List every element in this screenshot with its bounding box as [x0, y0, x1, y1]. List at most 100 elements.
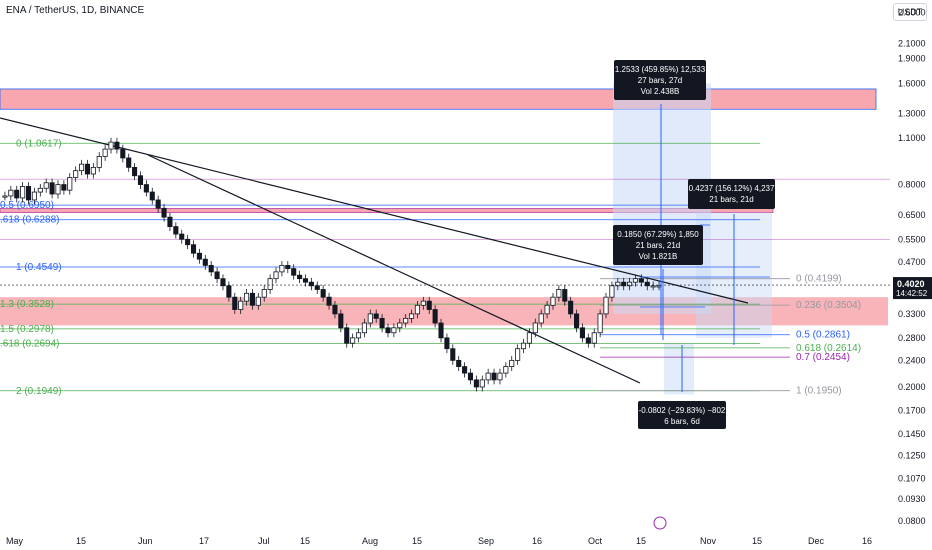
candle — [37, 187, 43, 193]
candle — [314, 285, 320, 290]
candle — [326, 296, 332, 306]
price-axis-tick: 0.8000 — [898, 180, 926, 190]
candle — [568, 300, 574, 315]
candle — [385, 327, 391, 334]
currency-button[interactable]: USDT — [893, 3, 927, 21]
chart-title: ENA / TetherUS, 1D, BINANCE — [6, 5, 145, 16]
measure-box — [638, 401, 726, 429]
price-axis-tick: 0.2000 — [898, 382, 926, 392]
time-axis-tick: 15 — [752, 536, 762, 546]
measure-box-text: 1.2533 (459.85%) 12,533 — [615, 65, 706, 74]
candle — [285, 264, 291, 269]
candle — [238, 300, 244, 310]
price-axis-tick: 1.3000 — [898, 109, 926, 119]
fib-right-label: 0 (0.4199) — [796, 274, 842, 285]
candle — [644, 281, 650, 287]
price-axis-tick: 1.1000 — [898, 133, 926, 143]
candle — [532, 322, 538, 334]
price-axis-tick: 0.1700 — [898, 406, 926, 416]
candle — [450, 348, 456, 361]
candle — [132, 166, 138, 177]
trendline-steep — [147, 154, 641, 384]
candle — [355, 332, 362, 339]
candle — [149, 191, 155, 201]
measure-box-text: Vol 2.438B — [641, 87, 680, 96]
candle — [232, 296, 238, 310]
candle — [638, 278, 644, 283]
candle — [155, 199, 161, 209]
candle — [96, 156, 102, 168]
fib-right-label: 0.618 (0.2614) — [796, 343, 861, 354]
resistance-zone-mid — [0, 208, 774, 213]
candle — [67, 177, 73, 191]
candle — [627, 281, 633, 287]
measure-box — [614, 60, 706, 100]
candle — [397, 322, 403, 329]
support-zone — [0, 297, 888, 326]
price-axis-tick: 0.1450 — [898, 429, 926, 439]
candle — [426, 300, 432, 310]
candle — [208, 264, 214, 273]
candle — [520, 342, 527, 350]
candle — [456, 359, 462, 367]
measure-box — [613, 225, 703, 265]
candle — [25, 186, 32, 201]
candle — [574, 313, 580, 329]
measure-box-text: 6 bars, 6d — [664, 417, 700, 426]
candle — [43, 182, 49, 189]
candle — [114, 141, 120, 150]
time-axis-tick: Jul — [258, 536, 270, 546]
candle — [297, 274, 303, 280]
price-axis-tick: 0.3300 — [898, 309, 926, 319]
candle — [361, 322, 367, 334]
fib-left-label: 1.3 (0.3528) — [0, 299, 54, 310]
fib-left-label: .618 (0.6288) — [0, 215, 60, 226]
time-axis-tick: Nov — [700, 536, 717, 546]
time-axis-tick: Oct — [588, 536, 603, 546]
candle — [143, 184, 149, 193]
measure-box-text: 27 bars, 27d — [638, 76, 682, 85]
time-axis-tick: 17 — [199, 536, 209, 546]
candle — [509, 359, 515, 367]
measure-range-3 — [664, 343, 694, 395]
candle — [409, 313, 415, 319]
candle — [491, 372, 497, 381]
time-axis-tick: Sep — [478, 536, 494, 546]
candle — [515, 348, 521, 361]
measure-box-text: Vol 1.821B — [639, 252, 678, 261]
candle — [79, 163, 85, 172]
candle — [338, 313, 344, 329]
price-axis-tick: 2.1000 — [898, 39, 926, 49]
candle — [244, 292, 250, 302]
candle — [31, 191, 37, 201]
candle — [585, 337, 591, 344]
candle — [167, 216, 173, 227]
candle — [562, 289, 568, 302]
candle — [255, 296, 261, 306]
fib-left-label: 1.5 (0.2978) — [0, 324, 54, 335]
candle — [190, 244, 197, 254]
time-axis-tick: 15 — [636, 536, 646, 546]
time-axis-tick: Aug — [362, 536, 378, 546]
measure-box-text: 0.4237 (156.12%) 4,237 — [689, 184, 775, 193]
candle — [279, 264, 285, 273]
candle — [120, 148, 126, 159]
candle — [462, 366, 468, 374]
candle — [308, 281, 314, 287]
fib-right-label: 0.7 (0.2454) — [796, 352, 850, 363]
candle — [84, 163, 90, 175]
time-axis-tick: 15 — [300, 536, 310, 546]
price-axis-tick: 0.5500 — [898, 234, 926, 244]
candle — [556, 289, 562, 298]
candle — [126, 157, 132, 168]
time-axis-tick: Dec — [808, 536, 825, 546]
candle — [550, 296, 556, 306]
candle — [273, 271, 279, 280]
candle — [621, 281, 627, 287]
fib-left-label: .618 (0.2694) — [0, 339, 60, 350]
time-axis-tick: Jun — [138, 536, 153, 546]
price-axis-tick: 1.6000 — [898, 78, 926, 88]
current-price-badge — [893, 277, 932, 300]
candle — [503, 366, 509, 374]
